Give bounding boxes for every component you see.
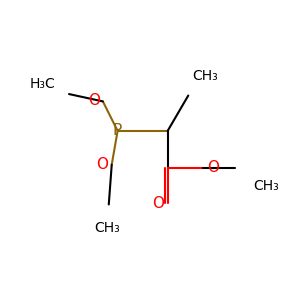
Text: O: O bbox=[152, 196, 164, 211]
Text: CH₃: CH₃ bbox=[94, 221, 120, 235]
Text: CH₃: CH₃ bbox=[253, 179, 279, 193]
Text: O: O bbox=[207, 160, 219, 175]
Text: O: O bbox=[96, 157, 108, 172]
Text: O: O bbox=[88, 93, 100, 108]
Text: CH₃: CH₃ bbox=[193, 69, 218, 83]
Text: P: P bbox=[113, 123, 122, 138]
Text: H₃C: H₃C bbox=[30, 77, 56, 91]
